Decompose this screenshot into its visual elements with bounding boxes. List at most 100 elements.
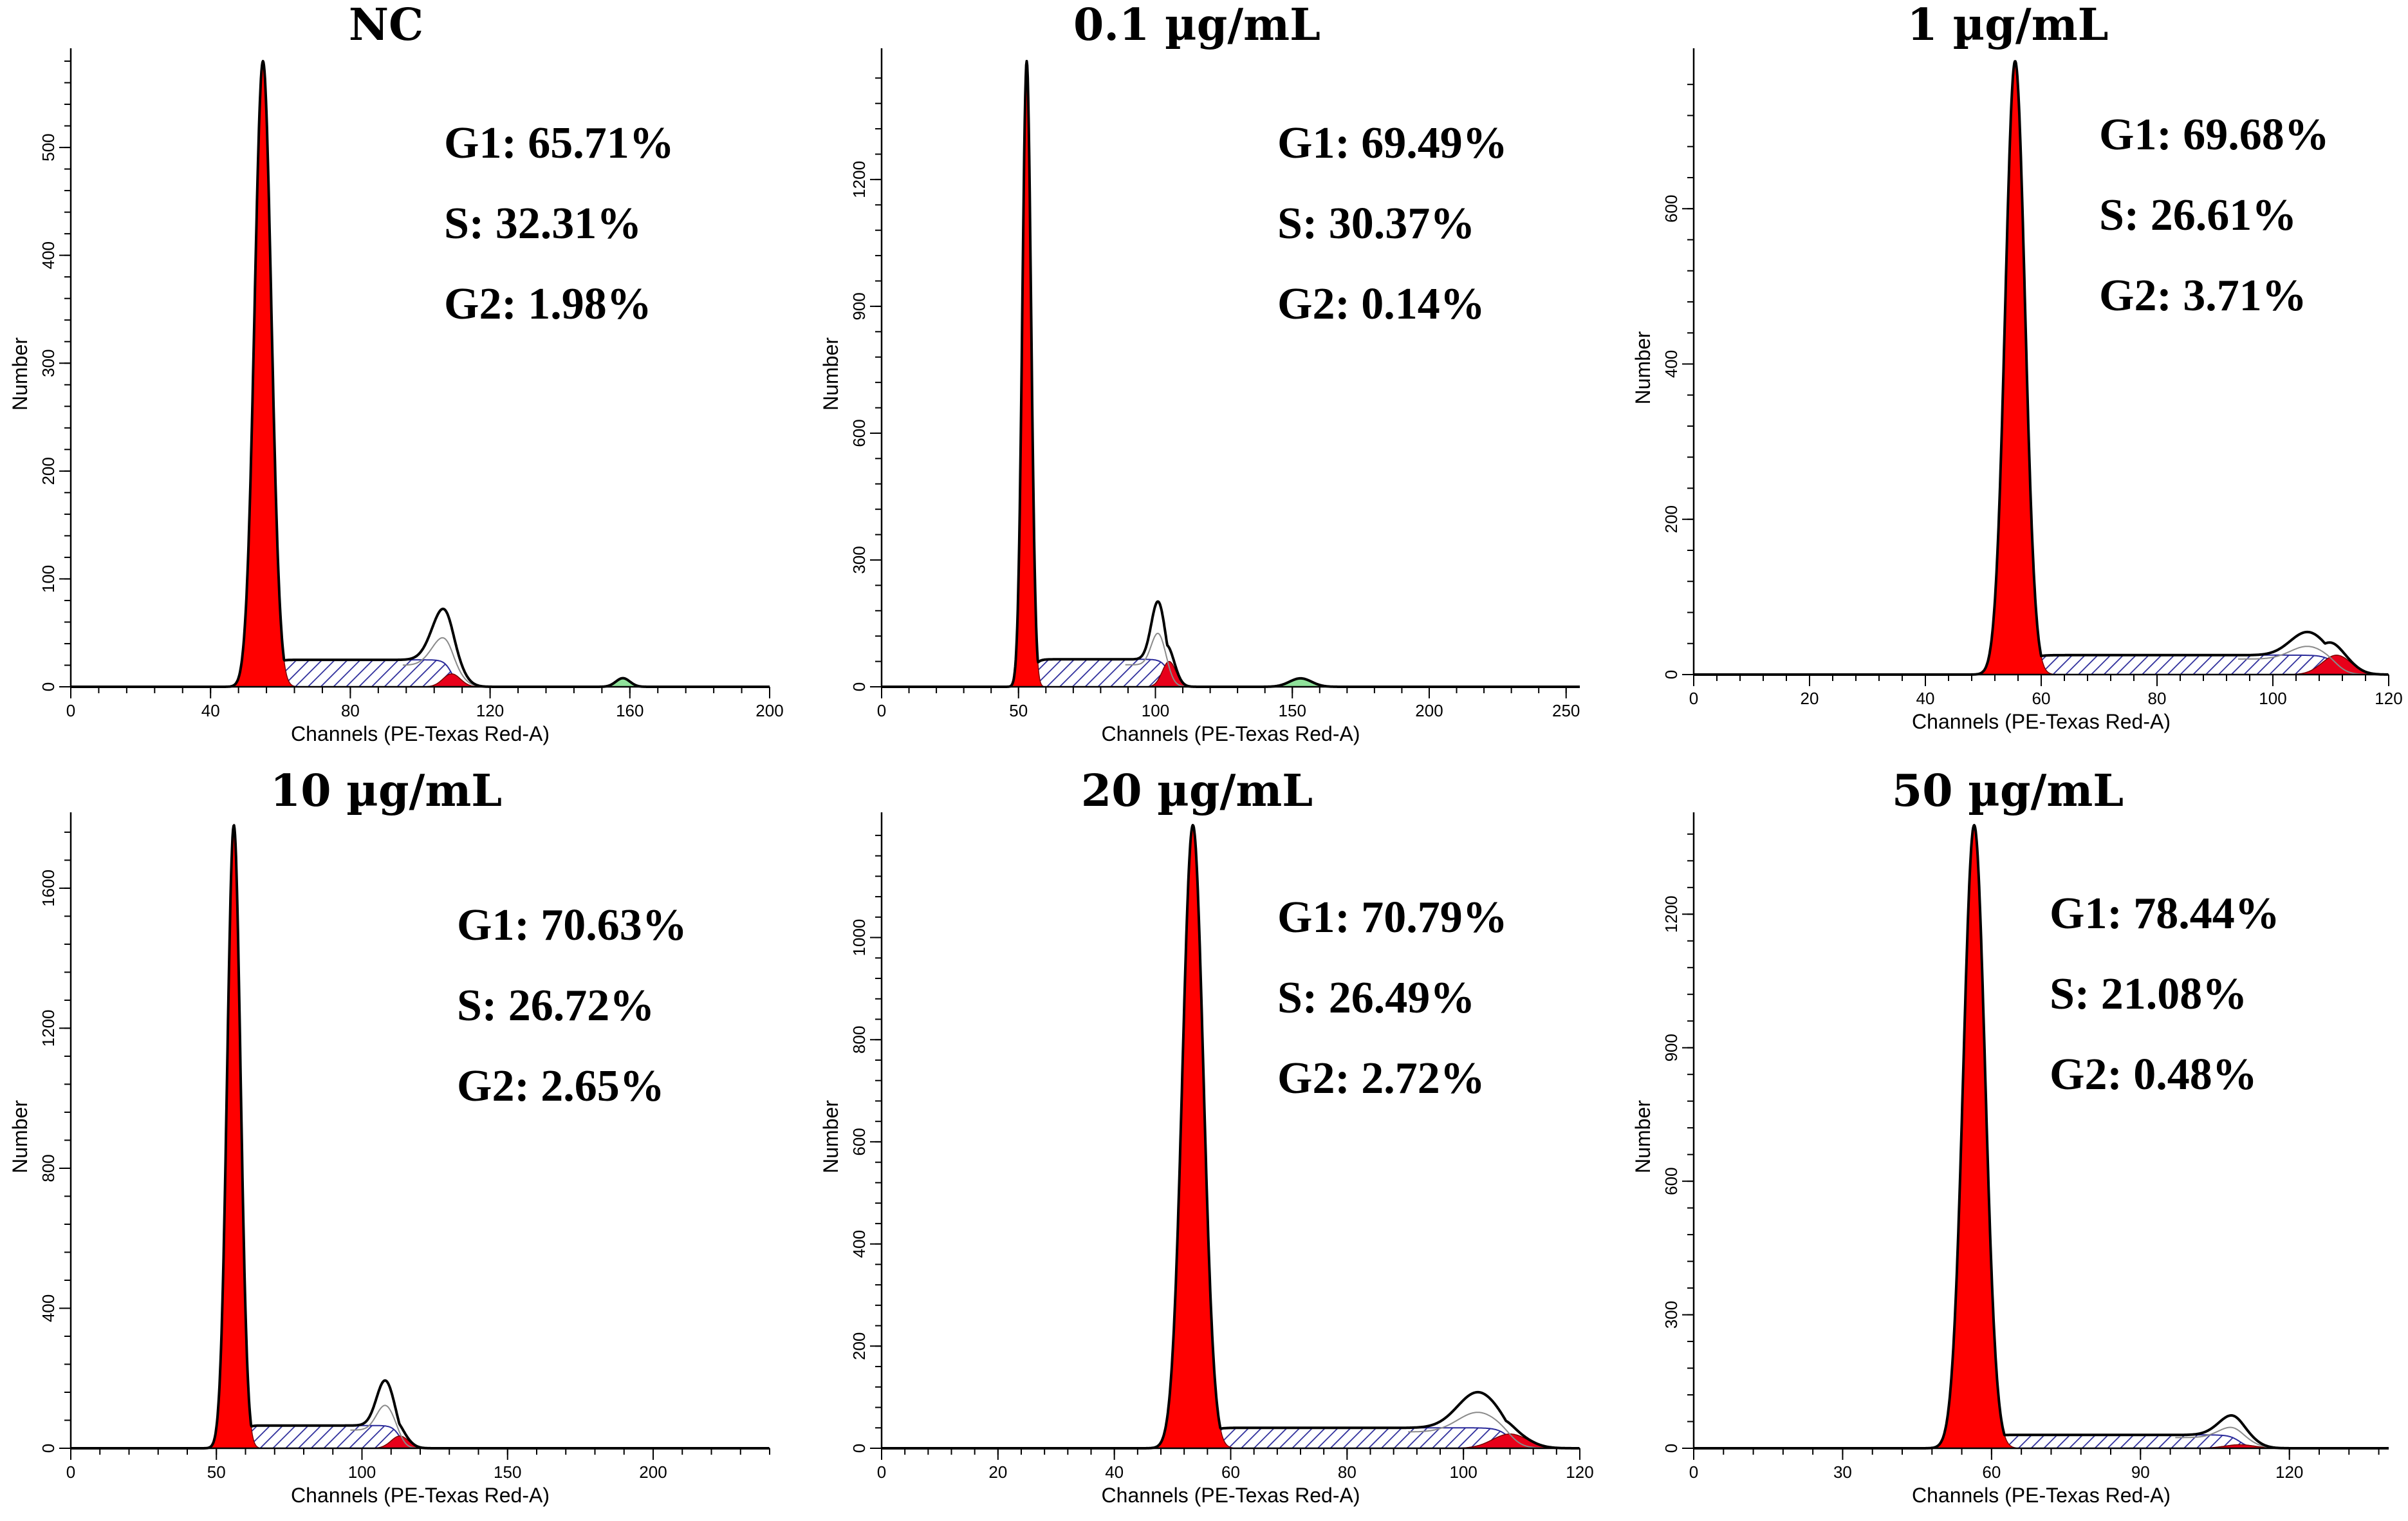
stat-g1: G1: 65.71% xyxy=(444,118,674,168)
x-tick-label: 30 xyxy=(1833,1462,1852,1482)
stat-s: S: 26.61% xyxy=(2099,191,2297,240)
y-tick-label: 800 xyxy=(39,1154,58,1182)
panel-title: 50 µg/mL xyxy=(1892,765,2124,817)
stat-g2: G2: 3.71% xyxy=(2099,271,2307,321)
stat-g1: G1: 70.63% xyxy=(457,900,687,950)
x-tick-label: 0 xyxy=(877,1462,886,1482)
x-tick-label: 200 xyxy=(755,701,783,720)
stat-g2: G2: 2.65% xyxy=(457,1061,665,1111)
stat-g2: G2: 2.72% xyxy=(1277,1054,1485,1103)
histogram-panel: 20 µg/mL 0 200 400 600 800 1000 0 20 40 60 80 100 120… xyxy=(819,765,1594,1507)
y-tick-label: 0 xyxy=(39,1444,58,1453)
x-tick-label: 120 xyxy=(2375,689,2402,708)
histogram-panel: NC 0 100 200 300 400 500 0 40 80 120 160 200 Channels… xyxy=(8,0,784,745)
panel-title: 20 µg/mL xyxy=(1081,765,1313,817)
x-tick-label: 90 xyxy=(2131,1462,2150,1482)
histogram-panel: 1 µg/mL 0 200 400 600 0 20 40 60 80 100 120 Channels… xyxy=(1631,0,2403,733)
y-axis-label: Number xyxy=(819,1100,842,1173)
panel-title: NC xyxy=(349,0,423,51)
g1-peak xyxy=(1932,825,2017,1449)
g1-peak xyxy=(208,823,261,1449)
panel-title: 10 µg/mL xyxy=(270,765,502,817)
g2-model-curve xyxy=(1408,1412,1548,1449)
x-tick-label: 40 xyxy=(201,701,220,720)
y-tick-label: 900 xyxy=(849,292,869,320)
histogram-envelope xyxy=(1692,824,2390,1450)
y-tick-label: 600 xyxy=(1662,1167,1681,1195)
stat-s: S: 32.31% xyxy=(444,199,642,248)
y-tick-label: 300 xyxy=(1662,1301,1681,1329)
x-tick-label: 60 xyxy=(1982,1462,2001,1482)
stat-g2: G2: 0.14% xyxy=(1277,279,1485,329)
x-tick-label: 20 xyxy=(1801,689,1819,708)
y-tick-label: 100 xyxy=(39,565,58,593)
y-axis-label: Number xyxy=(8,337,32,411)
x-axis-label: Channels (PE-Texas Red-A) xyxy=(1102,722,1360,745)
x-tick-label: 250 xyxy=(1552,701,1580,720)
panel-title: 1 µg/mL xyxy=(1907,0,2109,51)
y-tick-label: 500 xyxy=(39,133,58,161)
x-tick-label: 50 xyxy=(1009,701,1028,720)
x-tick-label: 0 xyxy=(1689,1462,1698,1482)
x-tick-label: 120 xyxy=(2275,1462,2303,1482)
y-tick-label: 0 xyxy=(39,682,58,691)
x-tick-label: 200 xyxy=(1415,701,1443,720)
x-tick-label: 80 xyxy=(2148,689,2167,708)
stat-s: S: 26.72% xyxy=(457,981,654,1031)
x-axis-label: Channels (PE-Texas Red-A) xyxy=(291,1484,550,1507)
y-axis-label: Number xyxy=(1631,1100,1654,1173)
y-tick-label: 1200 xyxy=(1662,895,1681,933)
y-tick-label: 300 xyxy=(39,350,58,377)
x-tick-label: 0 xyxy=(877,701,886,720)
x-tick-label: 100 xyxy=(348,1462,376,1482)
y-tick-label: 400 xyxy=(39,241,58,269)
g1-peak xyxy=(1977,61,2053,675)
y-tick-label: 0 xyxy=(1662,670,1681,679)
stat-g1: G1: 69.68% xyxy=(2099,110,2329,160)
stat-s: S: 21.08% xyxy=(2050,969,2247,1019)
y-tick-label: 600 xyxy=(849,1128,869,1155)
y-axis-label: Number xyxy=(819,337,842,411)
x-tick-label: 120 xyxy=(476,701,504,720)
g1-peak xyxy=(230,60,296,687)
g2-model-curve xyxy=(350,1404,420,1449)
stat-g2: G2: 0.48% xyxy=(2050,1050,2257,1099)
x-tick-label: 40 xyxy=(1916,689,1935,708)
y-tick-label: 0 xyxy=(1662,1444,1681,1453)
x-tick-label: 120 xyxy=(1566,1462,1593,1482)
y-tick-label: 600 xyxy=(849,419,869,447)
g2-model-curve xyxy=(1125,632,1191,687)
g1-peak xyxy=(1153,824,1234,1449)
g1-peak xyxy=(1009,60,1044,687)
y-tick-label: 200 xyxy=(1662,505,1681,533)
x-tick-label: 60 xyxy=(2032,689,2051,708)
y-tick-label: 1000 xyxy=(849,919,869,956)
stat-s: S: 30.37% xyxy=(1277,199,1475,248)
x-tick-label: 200 xyxy=(639,1462,667,1482)
y-tick-label: 1600 xyxy=(39,870,58,907)
stat-s: S: 26.49% xyxy=(1277,973,1475,1023)
x-tick-label: 0 xyxy=(66,1462,75,1482)
g2-model-curve xyxy=(2238,646,2377,675)
x-tick-label: 100 xyxy=(2259,689,2286,708)
y-axis-label: Number xyxy=(8,1100,32,1173)
y-tick-label: 1200 xyxy=(39,1009,58,1047)
stat-g2: G2: 1.98% xyxy=(444,279,652,329)
x-tick-label: 150 xyxy=(1279,701,1306,720)
x-axis-label: Channels (PE-Texas Red-A) xyxy=(291,722,550,745)
x-tick-label: 40 xyxy=(1105,1462,1124,1482)
x-tick-label: 100 xyxy=(1449,1462,1477,1482)
x-tick-label: 0 xyxy=(1689,689,1698,708)
y-tick-label: 800 xyxy=(849,1026,869,1054)
panel-title: 0.1 µg/mL xyxy=(1073,0,1320,51)
s-phase-area xyxy=(1970,1434,2264,1449)
y-tick-label: 0 xyxy=(849,682,869,691)
y-tick-label: 200 xyxy=(849,1332,869,1360)
x-tick-label: 160 xyxy=(616,701,644,720)
y-tick-label: 400 xyxy=(39,1294,58,1322)
x-axis-label: Channels (PE-Texas Red-A) xyxy=(1102,1484,1360,1507)
x-axis-label: Channels (PE-Texas Red-A) xyxy=(1912,1484,2171,1507)
y-tick-label: 400 xyxy=(849,1230,869,1258)
histogram-panel: 10 µg/mL 0 400 800 1200 1600 0 50 100 150 200 Chann… xyxy=(8,765,770,1507)
